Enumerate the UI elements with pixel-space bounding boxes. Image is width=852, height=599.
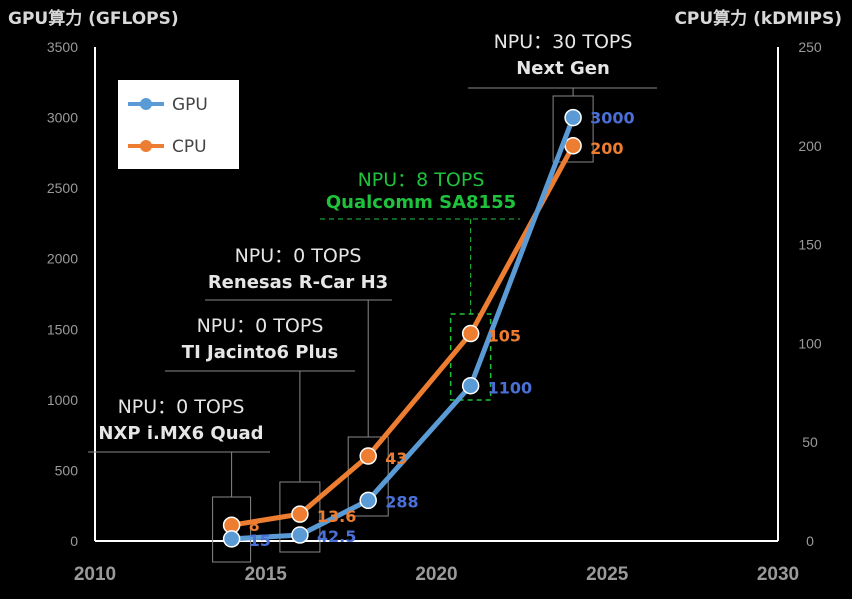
axes-layer: GPU算力 (GFLOPS) CPU算力 (kDMIPS)050010001500… bbox=[8, 8, 842, 585]
y-left-axis-title: GPU算力 (GFLOPS) bbox=[8, 8, 179, 29]
y-right-axis-title: CPU算力 (kDMIPS) bbox=[674, 8, 842, 29]
cpu-point bbox=[461, 324, 480, 343]
annotation-chip-name: NXP i.MX6 Quad bbox=[98, 423, 263, 444]
cpu-data-label: 105 bbox=[488, 327, 521, 346]
cpu-point bbox=[291, 505, 309, 523]
annotation-npu-text: NPU：8 TOPS bbox=[358, 169, 485, 191]
x-tick-label: 2030 bbox=[757, 564, 799, 585]
gpu-data-label: 15 bbox=[249, 531, 271, 550]
legend: GPU CPU bbox=[118, 80, 239, 169]
legend-item-gpu: GPU bbox=[128, 95, 208, 115]
annotation-npu-text: NPU：0 TOPS bbox=[235, 245, 362, 267]
annotation-5: NPU：30 TOPS Next Gen bbox=[468, 31, 657, 163]
legend-item-cpu: CPU bbox=[128, 137, 207, 157]
cpu-point bbox=[564, 137, 582, 155]
annotation-npu-text: NPU：30 TOPS bbox=[494, 31, 633, 53]
y-left-tick-label: 2000 bbox=[47, 251, 78, 267]
legend-label: GPU bbox=[172, 95, 208, 115]
x-tick-label: 2020 bbox=[415, 564, 457, 585]
cpu-data-label: 13.6 bbox=[317, 507, 356, 526]
y-right-tick-label: 150 bbox=[798, 237, 822, 253]
gpu-data-label: 1100 bbox=[488, 379, 533, 398]
legend-swatch-marker bbox=[140, 140, 152, 152]
annotation-npu-text: NPU：0 TOPS bbox=[197, 315, 324, 337]
series-layer bbox=[222, 108, 582, 548]
series-gpu bbox=[222, 108, 582, 548]
y-right-tick-label: 50 bbox=[802, 434, 818, 450]
data-labels-layer: 15 42.5 288 1100 3000 8 13.6 43 105 200 bbox=[249, 109, 635, 550]
y-right-tick-label: 200 bbox=[798, 138, 822, 154]
y-left-tick-label: 1500 bbox=[47, 321, 78, 337]
gpu-data-label: 3000 bbox=[590, 109, 635, 128]
annotation-highlight-box bbox=[212, 496, 252, 563]
y-right-tick-label: 100 bbox=[798, 335, 822, 351]
y-left-tick-label: 500 bbox=[55, 462, 79, 478]
y-left-tick-label: 1000 bbox=[47, 392, 78, 408]
x-tick-label: 2010 bbox=[74, 564, 116, 585]
annotation-npu-text: NPU：0 TOPS bbox=[118, 396, 245, 418]
annotation-2: NPU：0 TOPS TI Jacinto6 Plus bbox=[165, 315, 355, 553]
gpu-data-label: 288 bbox=[385, 492, 418, 511]
cpu-point bbox=[359, 447, 377, 465]
cpu-data-label: 43 bbox=[385, 449, 407, 468]
legend-box bbox=[118, 80, 239, 169]
gpu-data-label: 42.5 bbox=[317, 527, 356, 546]
y-right-tick-label: 250 bbox=[798, 39, 822, 55]
x-tick-label: 2025 bbox=[586, 564, 629, 585]
gpu-point bbox=[461, 376, 480, 395]
y-right-tick-label: 0 bbox=[806, 533, 814, 549]
legend-label: CPU bbox=[172, 137, 207, 157]
annotation-chip-name: TI Jacinto6 Plus bbox=[182, 342, 338, 363]
y-left-tick-label: 3000 bbox=[47, 110, 78, 126]
gpu-point bbox=[359, 491, 377, 510]
gpu-point bbox=[222, 530, 241, 548]
annotation-chip-name: Next Gen bbox=[516, 58, 610, 79]
y-left-tick-label: 3500 bbox=[47, 39, 78, 55]
annotation-1: NPU：0 TOPS NXP i.MX6 Quad bbox=[88, 396, 270, 563]
annotation-3: NPU：0 TOPS Renesas R-Car H3 bbox=[205, 245, 392, 517]
x-tick-label: 2015 bbox=[245, 564, 288, 585]
legend-swatch-marker bbox=[140, 98, 152, 110]
annotation-chip-name: Qualcomm SA8155 bbox=[326, 192, 516, 213]
annotations-layer: NPU：0 TOPS NXP i.MX6 Quad NPU：0 TOPS TI Jac… bbox=[88, 31, 657, 563]
annotation-chip-name: Renesas R-Car H3 bbox=[208, 272, 388, 293]
cpu-data-label: 200 bbox=[590, 139, 623, 158]
annotation-highlight-box bbox=[552, 95, 594, 163]
gpu-point bbox=[564, 108, 582, 127]
y-left-tick-label: 2500 bbox=[47, 180, 78, 196]
gpu-point bbox=[291, 526, 309, 544]
cpu-data-label: 8 bbox=[249, 516, 260, 535]
series-cpu bbox=[222, 137, 582, 534]
y-left-tick-label: 0 bbox=[70, 533, 78, 549]
